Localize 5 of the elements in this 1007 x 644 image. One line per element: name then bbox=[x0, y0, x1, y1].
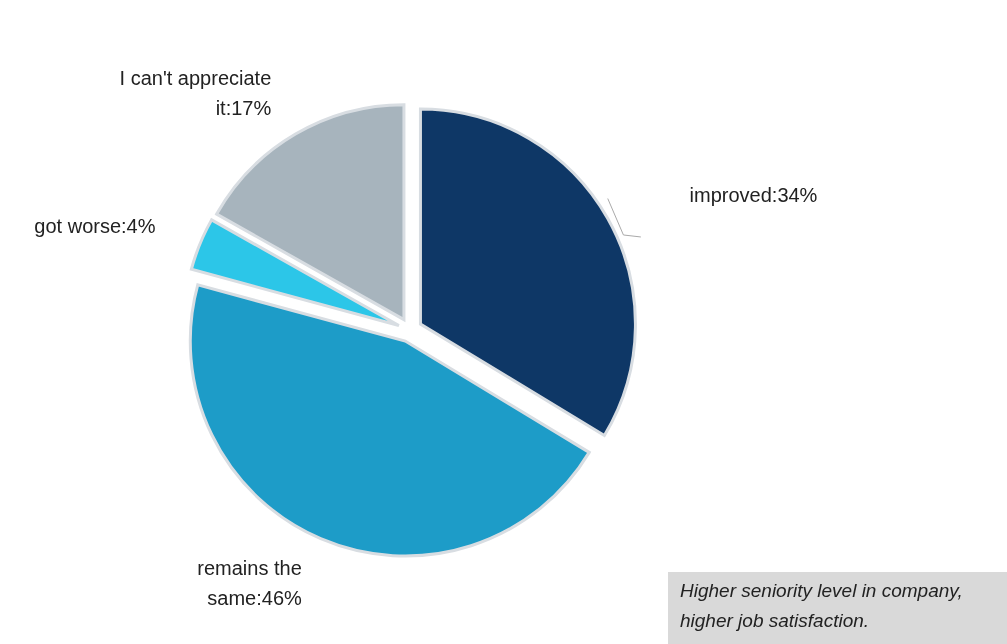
slice-label: remains the same:46% bbox=[197, 556, 303, 609]
slice-label: I can't appreciate it:17% bbox=[119, 66, 272, 119]
text: Higher seniority level in company, higher job satisfaction. bbox=[680, 580, 963, 631]
slice-label: improved:34% bbox=[689, 183, 818, 206]
slice-label: got worse:4% bbox=[34, 214, 156, 237]
